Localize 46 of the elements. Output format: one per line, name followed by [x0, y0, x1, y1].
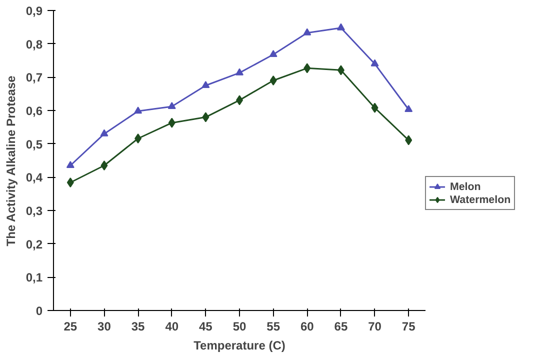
point	[371, 102, 378, 113]
x-axis-title: Temperature (C)	[194, 338, 286, 352]
x-tick-label: 45	[199, 320, 213, 334]
point	[134, 134, 142, 144]
x-tick-label: 70	[368, 320, 382, 334]
y-tick-label: 0,9	[26, 4, 43, 18]
y-tick-label: 0,7	[26, 70, 43, 85]
point	[202, 112, 210, 122]
point	[168, 102, 176, 110]
point	[100, 129, 108, 136]
point	[236, 68, 244, 76]
legend-label: Watermelon	[450, 193, 511, 206]
x-tick-label: 35	[131, 320, 146, 334]
legend-label: Melon	[450, 180, 481, 193]
point	[405, 135, 412, 146]
point	[304, 63, 311, 74]
point	[100, 160, 108, 170]
x-tick-label: 55	[266, 320, 280, 334]
point	[270, 76, 277, 86]
x-tick-label: 40	[165, 320, 179, 334]
point	[269, 50, 278, 58]
point	[303, 28, 312, 36]
x-tick-label: 30	[98, 320, 112, 334]
x-tick-label: 50	[232, 320, 246, 334]
point	[66, 160, 74, 168]
point	[337, 65, 344, 76]
point	[336, 23, 345, 30]
point	[370, 59, 379, 66]
y-tick-label: 0	[36, 304, 43, 318]
point	[404, 104, 413, 112]
y-tick-label: 0,6	[26, 104, 43, 118]
x-tick-label: 60	[300, 320, 314, 334]
x-tick-label: 75	[402, 320, 416, 334]
y-tick-label: 0,8	[26, 37, 43, 52]
y-tick-label: 0,4	[26, 170, 43, 185]
y-axis-title: The Activity Alkaline Protease	[4, 75, 18, 246]
y-tick-label: 0,2	[26, 237, 43, 252]
x-tick-label: 65	[334, 320, 348, 334]
point	[168, 118, 176, 128]
x-tick-label: 25	[64, 320, 78, 334]
y-tick-label: 0,1	[26, 270, 43, 285]
point	[134, 106, 142, 114]
y-tick-label: 0,3	[26, 204, 43, 218]
y-tick-label: 0,5	[26, 137, 43, 152]
point	[202, 80, 210, 88]
point	[66, 178, 74, 188]
